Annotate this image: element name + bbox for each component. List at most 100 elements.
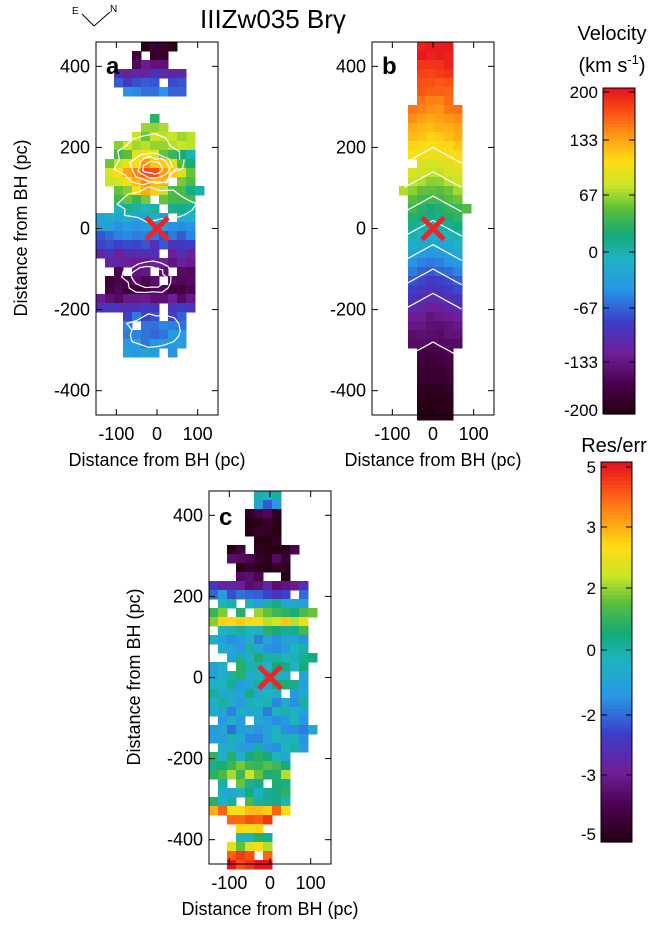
colorbar-step (601, 488, 632, 493)
spaxel (453, 105, 463, 115)
spaxel (417, 402, 427, 412)
spaxel (417, 348, 427, 358)
spaxel (435, 186, 445, 196)
spaxel (245, 671, 255, 681)
spaxel (132, 204, 142, 214)
spaxel (236, 572, 246, 582)
y-tick-label: 0 (193, 668, 203, 688)
y-tick-label: -200 (54, 300, 90, 320)
spaxel (435, 78, 445, 88)
spaxel (263, 518, 273, 528)
velocity-contour (404, 244, 462, 261)
velocity-colorbar-ticks: 200 133 67 0 -67 -133 -200 (564, 83, 635, 420)
spaxel (444, 150, 454, 160)
spaxel (218, 689, 228, 699)
colorbar-step (601, 621, 632, 626)
colorbar-step (603, 140, 635, 145)
x-tick-label: -100 (98, 424, 134, 444)
spaxel (236, 689, 246, 699)
colorbar-tick-label: 3 (587, 518, 596, 537)
spaxel (254, 797, 264, 807)
spaxel (444, 357, 454, 367)
colorbar-step (601, 629, 632, 634)
spaxel (426, 393, 436, 403)
spaxel (426, 51, 436, 61)
spaxel (290, 743, 300, 753)
spaxel (281, 797, 291, 807)
spaxel (426, 114, 436, 124)
spaxel (290, 608, 300, 618)
spaxel (281, 590, 291, 600)
spaxel (444, 114, 454, 124)
spaxel (123, 222, 133, 232)
spaxel (168, 78, 178, 88)
spaxel (435, 114, 445, 124)
x-tick-label: 100 (296, 873, 326, 893)
spaxel (132, 195, 142, 205)
residual-colorbar-ticks: 5 3 2 0 -2 -3 -5 (581, 458, 632, 844)
colorbar-step (603, 176, 635, 180)
spaxel (435, 348, 445, 358)
spaxel (168, 69, 178, 79)
spaxel (209, 725, 219, 735)
colorbar-step (603, 286, 635, 291)
spaxel (236, 815, 246, 825)
spaxel (444, 330, 454, 340)
spaxel (132, 249, 142, 259)
spaxel (132, 132, 142, 142)
spaxel (150, 114, 160, 124)
spaxel (218, 617, 228, 627)
spaxel (141, 231, 151, 241)
spaxel (426, 375, 436, 385)
velocity-colorbar-gradient (603, 88, 635, 415)
spaxel (254, 743, 264, 753)
colorbar-step (603, 153, 635, 158)
colorbar-step (601, 549, 632, 554)
spaxel (159, 330, 169, 340)
colorbar-step (603, 345, 635, 350)
spaxel (114, 186, 124, 196)
spaxel (105, 177, 115, 187)
spaxel (263, 509, 273, 519)
spaxel (453, 159, 463, 169)
spaxel (114, 177, 124, 187)
spaxel (299, 635, 309, 645)
spaxel (417, 357, 427, 367)
colorbar-step (601, 766, 632, 771)
spaxel (159, 141, 169, 151)
spaxel (435, 204, 445, 214)
spaxel (245, 635, 255, 645)
spaxel (245, 788, 255, 798)
colorbar-step (603, 185, 635, 190)
spaxel (236, 752, 246, 762)
velocity-contour (129, 152, 179, 185)
spaxel (218, 662, 228, 672)
spaxel (114, 204, 124, 214)
spaxel (281, 599, 291, 609)
spaxel (408, 204, 418, 214)
spaxel (177, 276, 187, 286)
colorbar-step (601, 823, 632, 828)
colorbar-step (601, 796, 632, 801)
spaxel (168, 330, 178, 340)
colorbar-step (601, 674, 632, 680)
spaxel (141, 177, 151, 187)
spaxel (272, 734, 282, 744)
spaxel (426, 384, 436, 394)
velocity-contour (404, 146, 462, 164)
spaxel (417, 249, 427, 259)
spaxel (263, 806, 273, 816)
spaxel (263, 653, 273, 663)
spaxel (168, 321, 178, 331)
spaxel (435, 384, 445, 394)
colorbar-step (603, 309, 635, 314)
colorbar-step (603, 169, 635, 174)
spaxel (453, 312, 463, 322)
spaxel (132, 231, 142, 241)
spaxel (141, 240, 151, 250)
spaxel (150, 204, 160, 214)
velocity-contour (137, 155, 171, 179)
spaxel (263, 590, 273, 600)
colorbar-step (601, 754, 632, 759)
spaxel (105, 249, 115, 259)
